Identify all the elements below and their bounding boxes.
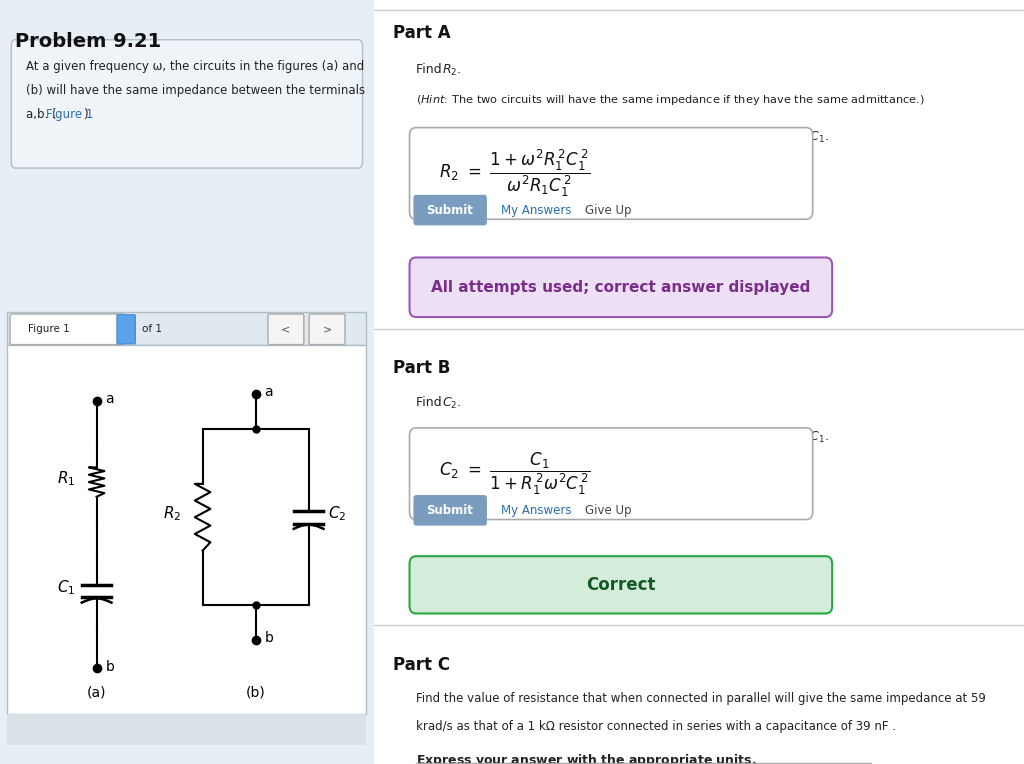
Text: My Answers: My Answers <box>501 203 571 217</box>
Bar <box>7 345 367 714</box>
Text: Part A: Part A <box>393 24 451 43</box>
Text: (b) will have the same impedance between the terminals: (b) will have the same impedance between… <box>27 84 366 97</box>
Text: <: < <box>282 324 291 335</box>
Text: a: a <box>264 386 273 400</box>
Text: krad/s as that of a 1 kΩ resistor connected in series with a capacitance of 39 n: krad/s as that of a 1 kΩ resistor connec… <box>416 720 896 733</box>
Text: $C_2$: $C_2$ <box>328 504 346 523</box>
Text: of 1: of 1 <box>142 324 162 335</box>
Bar <box>7 714 367 745</box>
Text: Part C: Part C <box>393 656 451 674</box>
Text: Figure 1: Figure 1 <box>28 324 70 335</box>
Text: $C_1$: $C_1$ <box>57 578 76 597</box>
Text: (a): (a) <box>87 686 106 700</box>
Text: $\mathbf{Express\ your\ answer\ in\ terms\ of\ the\ variables}$ $\omega$, $R_1$ : $\mathbf{Express\ your\ answer\ in\ term… <box>416 128 829 144</box>
Text: Problem 9.21: Problem 9.21 <box>15 32 161 51</box>
FancyBboxPatch shape <box>117 315 135 344</box>
FancyBboxPatch shape <box>410 128 813 219</box>
Text: Find: Find <box>416 63 445 76</box>
Text: $R_1$: $R_1$ <box>57 469 76 488</box>
FancyBboxPatch shape <box>10 314 125 345</box>
Text: a,b. (: a,b. ( <box>27 108 56 121</box>
Text: ): ) <box>83 108 88 121</box>
Text: $R_2\ =\ \dfrac{1 + \omega^2 R_1^{\,2} C_1^{\,2}}{\omega^2 R_1 C_1^{\,2}}$: $R_2\ =\ \dfrac{1 + \omega^2 R_1^{\,2} C… <box>438 147 590 199</box>
Text: ($\it{Hint}$: The two circuits will have the same impedance if they have the sam: ($\it{Hint}$: The two circuits will have… <box>416 93 925 107</box>
Text: All attempts used; correct answer displayed: All attempts used; correct answer displa… <box>431 280 811 295</box>
Text: $\mathbf{Express\ your\ answer\ in\ terms\ of\ the\ variables}$ $\omega$, $R_1$ : $\mathbf{Express\ your\ answer\ in\ term… <box>416 428 829 445</box>
Text: a: a <box>105 393 114 406</box>
Text: Part B: Part B <box>393 359 451 377</box>
Text: My Answers: My Answers <box>501 503 571 517</box>
FancyBboxPatch shape <box>410 257 833 317</box>
Text: $\mathbf{Express\ your\ answer\ with\ the\ appropriate\ units.}$: $\mathbf{Express\ your\ answer\ with\ th… <box>416 752 757 764</box>
FancyBboxPatch shape <box>410 428 813 520</box>
FancyBboxPatch shape <box>414 495 486 526</box>
FancyBboxPatch shape <box>309 314 345 345</box>
Text: b: b <box>105 659 115 674</box>
Bar <box>7 312 367 345</box>
Text: Give Up: Give Up <box>585 503 632 517</box>
FancyBboxPatch shape <box>268 314 304 345</box>
Text: Submit: Submit <box>426 203 473 217</box>
Text: ↕: ↕ <box>122 324 130 335</box>
Text: (b): (b) <box>246 686 265 700</box>
Text: Figure 1: Figure 1 <box>46 108 93 121</box>
Text: b: b <box>264 632 273 646</box>
Text: Submit: Submit <box>426 503 473 517</box>
Text: >: > <box>323 324 332 335</box>
Text: $R_2$: $R_2$ <box>163 504 181 523</box>
Text: $C_2$.: $C_2$. <box>442 396 461 411</box>
FancyBboxPatch shape <box>11 40 362 168</box>
Text: $C_2\ =\ \dfrac{C_1}{1 + R_1^{\,2}\omega^2 C_1^{\,2}}$: $C_2\ =\ \dfrac{C_1}{1 + R_1^{\,2}\omega… <box>438 451 591 497</box>
Text: Find: Find <box>416 396 445 409</box>
Text: $R_2$.: $R_2$. <box>442 63 461 78</box>
FancyBboxPatch shape <box>410 556 833 613</box>
Text: Correct: Correct <box>586 576 655 594</box>
Text: At a given frequency ω, the circuits in the figures (a) and: At a given frequency ω, the circuits in … <box>27 60 365 73</box>
FancyBboxPatch shape <box>414 195 486 225</box>
Text: Give Up: Give Up <box>585 203 632 217</box>
Text: Find the value of resistance that when connected in parallel will give the same : Find the value of resistance that when c… <box>416 692 986 705</box>
